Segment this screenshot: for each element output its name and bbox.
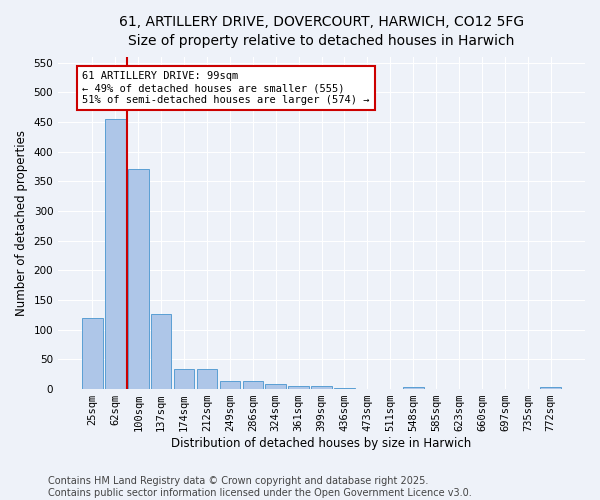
Bar: [82, 318, 103, 389]
Bar: [220, 382, 240, 389]
Bar: [128, 170, 149, 389]
Title: 61, ARTILLERY DRIVE, DOVERCOURT, HARWICH, CO12 5FG
Size of property relative to : 61, ARTILLERY DRIVE, DOVERCOURT, HARWICH…: [119, 15, 524, 48]
Bar: [403, 388, 424, 389]
Bar: [242, 382, 263, 389]
X-axis label: Distribution of detached houses by size in Harwich: Distribution of detached houses by size …: [172, 437, 472, 450]
Text: Contains HM Land Registry data © Crown copyright and database right 2025.
Contai: Contains HM Land Registry data © Crown c…: [48, 476, 472, 498]
Bar: [334, 388, 355, 389]
Bar: [197, 369, 217, 389]
Bar: [541, 386, 561, 389]
Y-axis label: Number of detached properties: Number of detached properties: [15, 130, 28, 316]
Bar: [311, 386, 332, 389]
Bar: [174, 369, 194, 389]
Text: 61 ARTILLERY DRIVE: 99sqm
← 49% of detached houses are smaller (555)
51% of semi: 61 ARTILLERY DRIVE: 99sqm ← 49% of detac…: [82, 72, 370, 104]
Bar: [151, 314, 172, 389]
Bar: [265, 384, 286, 389]
Bar: [105, 119, 125, 389]
Bar: [289, 386, 309, 389]
